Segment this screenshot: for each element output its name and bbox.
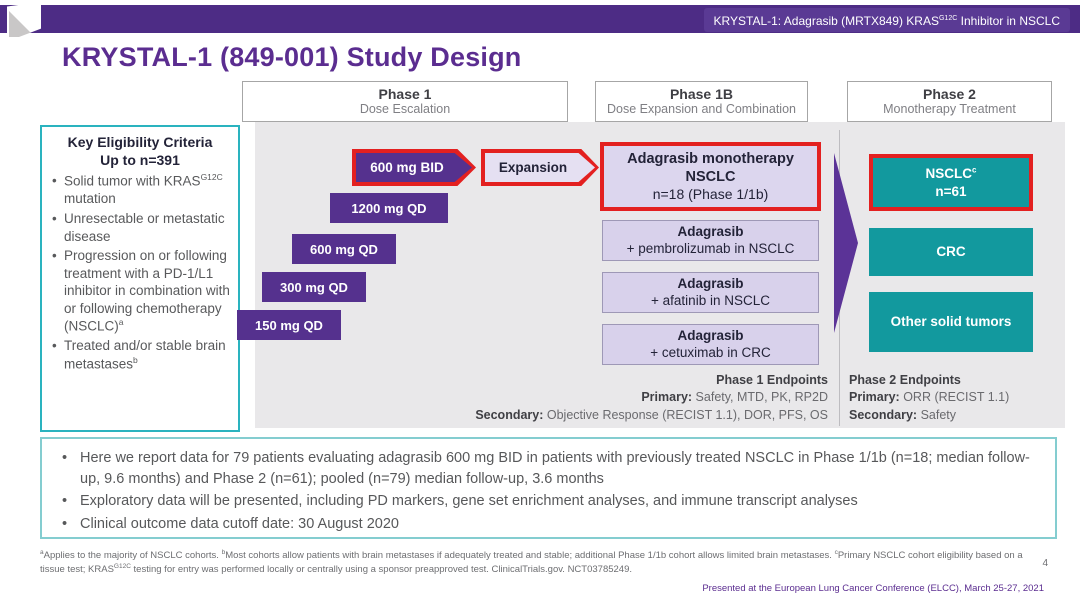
combo-partner: + afatinib in NSCLC <box>651 292 770 308</box>
nsclc-label: NSCLCc <box>926 165 977 183</box>
eligibility-title: Key Eligibility Criteria Up to n=391 <box>50 133 230 169</box>
page-title: KRYSTAL-1 (849-001) Study Design <box>62 42 522 72</box>
nsclc-text: NSCLC <box>925 165 973 181</box>
eligibility-list: Solid tumor with KRASG12C mutation Unres… <box>50 172 230 373</box>
eligibility-box: Key Eligibility Criteria Up to n=391 Sol… <box>40 125 240 432</box>
other-tumors-cohort-box: Other solid tumors <box>869 292 1033 352</box>
crc-cohort-box: CRC <box>869 228 1033 276</box>
nsclc-cohort-box: NSCLCc n=61 <box>869 154 1033 211</box>
deck-header-pre: KRYSTAL-1: Adagrasib (MRTX849) KRAS <box>713 14 939 28</box>
dose-step-1200qd: 1200 mg QD <box>330 193 448 223</box>
phase2-subtitle: Monotherapy Treatment <box>883 102 1016 117</box>
deck-header-post: Inhibitor in NSCLC <box>957 14 1060 28</box>
eligibility-item: Treated and/or stable brain metastasesb <box>50 337 230 373</box>
footnote-text: Most cohorts allow patients with brain m… <box>225 550 835 562</box>
endpoints-phase1: Phase 1 Endpoints Primary: Safety, MTD, … <box>400 372 828 424</box>
secondary-label: Secondary: <box>849 407 918 422</box>
endpoints-phase1-secondary: Secondary: Objective Response (RECIST 1.… <box>400 407 828 424</box>
primary-label: Primary: <box>849 390 900 405</box>
summary-item: Clinical outcome data cutoff date: 30 Au… <box>58 514 1041 535</box>
combo-box-cetuximab: Adagrasib + cetuximab in CRC <box>602 324 819 365</box>
footnote-sup: a <box>40 549 44 556</box>
footnote-sup: b <box>221 549 226 556</box>
endpoints-phase2: Phase 2 Endpoints Primary: ORR (RECIST 1… <box>849 372 1054 424</box>
summary-item: Here we report data for 79 patients eval… <box>58 448 1041 489</box>
presented-credit: Presented at the European Lung Cancer Co… <box>702 583 1044 594</box>
page-number: 4 <box>1042 558 1048 569</box>
combo-drug: Adagrasib <box>677 275 744 291</box>
footnote-text: Primary NSCLC cohort eligibility based o… <box>40 550 1023 576</box>
corner-logo-icon <box>7 2 41 40</box>
eligibility-item-sup: b <box>133 354 138 365</box>
footnote-text: Applies to the majority of NSCLC cohorts… <box>43 550 222 562</box>
eligibility-item-text: Solid tumor with KRAS <box>64 173 201 189</box>
nsclc-sup: c <box>972 165 977 175</box>
secondary-label: Secondary: <box>475 407 544 422</box>
summary-item: Exploratory data will be presented, incl… <box>58 491 1041 512</box>
combo-drug: Adagrasib <box>677 327 744 343</box>
phase1-header: Phase 1 Dose Escalation <box>242 81 568 122</box>
dose-bid-label: 600 mg BID <box>356 153 472 182</box>
combo-partner: + pembrolizumab in NSCLC <box>626 240 795 256</box>
primary-value: ORR (RECIST 1.1) <box>899 390 1010 405</box>
phase1b-header: Phase 1B Dose Expansion and Combination <box>595 81 808 122</box>
endpoints-phase1-title: Phase 1 Endpoints <box>716 373 828 387</box>
footnote: aApplies to the majority of NSCLC cohort… <box>40 549 1042 577</box>
endpoints-phase2-title: Phase 2 Endpoints <box>849 373 961 387</box>
eligibility-item-text: Progression on or following treatment wi… <box>64 248 230 334</box>
footnote-sup: c <box>834 549 838 556</box>
expansion-arrow: Expansion <box>481 149 599 186</box>
footnote-sup: G12C <box>113 562 131 570</box>
footnote-text: testing for entry was performed locally … <box>130 564 633 576</box>
endpoints-phase2-secondary: Secondary: Safety <box>849 407 1054 424</box>
dose-step-150qd: 150 mg QD <box>237 310 341 340</box>
phase1b-title: Phase 1B <box>669 86 734 103</box>
summary-box: Here we report data for 79 patients eval… <box>40 437 1057 539</box>
eligibility-item-text: mutation <box>64 191 116 207</box>
endpoints-phase2-primary: Primary: ORR (RECIST 1.1) <box>849 389 1054 406</box>
deck-header-text: KRYSTAL-1: Adagrasib (MRTX849) KRASG12C … <box>703 8 1070 32</box>
secondary-value: Safety <box>917 407 957 422</box>
combo-box-pembrolizumab: Adagrasib + pembrolizumab in NSCLC <box>602 220 819 261</box>
dose-bid-arrow: 600 mg BID <box>352 149 476 186</box>
eligibility-item: Unresectable or metastatic disease <box>50 210 230 245</box>
monotherapy-box: Adagrasib monotherapy NSCLC n=18 (Phase … <box>600 142 821 211</box>
dose-step-300qd: 300 mg QD <box>262 272 366 302</box>
primary-label: Primary: <box>641 390 693 405</box>
eligibility-title-line1: Key Eligibility Criteria <box>67 134 213 150</box>
expansion-label: Expansion <box>485 153 595 182</box>
eligibility-item-text: Unresectable or metastatic disease <box>64 210 225 244</box>
eligibility-item: Solid tumor with KRASG12C mutation <box>50 172 230 208</box>
deck-header-sup: G12C <box>938 15 958 22</box>
eligibility-item: Progression on or following treatment wi… <box>50 247 230 335</box>
monotherapy-line2: NSCLC <box>685 168 736 185</box>
combo-drug: Adagrasib <box>677 223 744 239</box>
endpoints-phase1-primary: Primary: Safety, MTD, PK, RP2D <box>400 389 828 406</box>
combo-partner: + cetuximab in CRC <box>650 344 771 360</box>
phase1-title: Phase 1 <box>378 86 432 103</box>
monotherapy-line3: n=18 (Phase 1/1b) <box>652 185 769 202</box>
dose-step-600qd: 600 mg QD <box>292 234 396 264</box>
eligibility-item-sup: G12C <box>200 172 223 183</box>
phase2-title: Phase 2 <box>923 86 976 103</box>
primary-value: Safety, MTD, PK, RP2D <box>692 390 828 405</box>
other-tumors-label: Other solid tumors <box>890 314 1012 330</box>
monotherapy-line1: Adagrasib monotherapy <box>627 150 794 167</box>
eligibility-item-sup: a <box>118 317 124 328</box>
phase2-header: Phase 2 Monotherapy Treatment <box>847 81 1052 122</box>
eligibility-title-line2: Up to n=391 <box>100 152 180 169</box>
secondary-value: Objective Response (RECIST 1.1), DOR, PF… <box>543 407 828 422</box>
phase1-subtitle: Dose Escalation <box>359 102 451 117</box>
nsclc-n: n=61 <box>935 183 967 199</box>
crc-label: CRC <box>936 244 966 260</box>
combo-box-afatinib: Adagrasib + afatinib in NSCLC <box>602 272 819 313</box>
phase1b-subtitle: Dose Expansion and Combination <box>606 102 796 117</box>
eligibility-item-text: Treated and/or stable brain metastases <box>64 338 226 372</box>
top-bar: KRYSTAL-1: Adagrasib (MRTX849) KRASG12C … <box>0 5 1080 33</box>
